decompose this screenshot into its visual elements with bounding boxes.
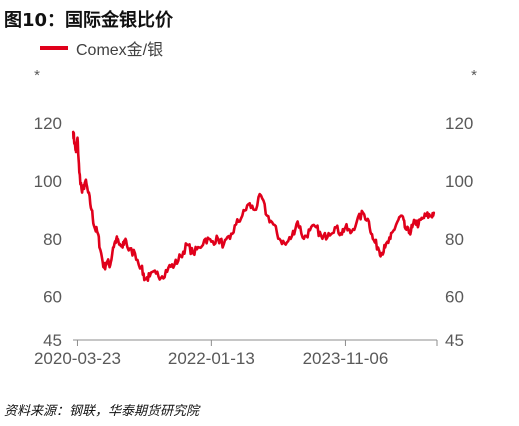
y-unit-right: *: [471, 67, 477, 84]
legend-swatch: [40, 46, 68, 50]
y-tick-label-left: 60: [43, 288, 62, 307]
y-tick-label-left: 100: [34, 172, 62, 191]
y-tick-label-left: 120: [34, 114, 62, 133]
y-tick-label-right: 45: [445, 331, 464, 350]
legend: Comex金/银: [40, 36, 163, 60]
x-tick-label: 2020-03-23: [34, 349, 121, 368]
y-tick-label-right: 120: [445, 114, 473, 133]
x-tick-label: 2023-11-06: [303, 349, 389, 368]
y-tick-label-right: 80: [445, 230, 464, 249]
y-tick-label-right: 100: [445, 172, 473, 191]
series-line-0: [71, 130, 436, 282]
figure-title: 图10：国际金银比价: [4, 10, 174, 31]
y-tick-label-right: 60: [445, 288, 464, 307]
x-tick-label: 2022-01-13: [168, 349, 255, 368]
y-unit-left: *: [34, 67, 40, 84]
y-tick-label-left: 80: [43, 230, 62, 249]
source-note: 资料来源：钢联，华泰期货研究院: [4, 404, 200, 419]
y-tick-label-left: 45: [43, 331, 62, 350]
legend-label: Comex金/银: [76, 42, 164, 59]
